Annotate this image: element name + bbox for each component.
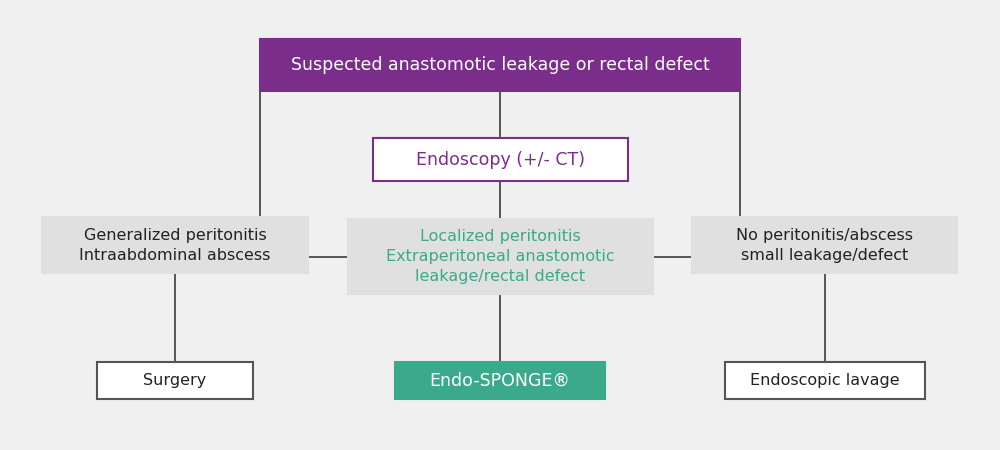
- Text: Suspected anastomotic leakage or rectal defect: Suspected anastomotic leakage or rectal …: [291, 56, 709, 74]
- FancyBboxPatch shape: [42, 217, 308, 273]
- Text: Endoscopic lavage: Endoscopic lavage: [750, 373, 900, 388]
- Text: Surgery: Surgery: [143, 373, 207, 388]
- FancyBboxPatch shape: [395, 362, 605, 399]
- FancyBboxPatch shape: [692, 217, 957, 273]
- Text: No peritonitis/abscess
small leakage/defect: No peritonitis/abscess small leakage/def…: [736, 228, 914, 263]
- Text: Localized peritonitis
Extraperitoneal anastomotic
leakage/rectal defect: Localized peritonitis Extraperitoneal an…: [386, 229, 614, 284]
- Text: Endoscopy (+/- CT): Endoscopy (+/- CT): [416, 151, 584, 169]
- Text: Generalized peritonitis
Intraabdominal abscess: Generalized peritonitis Intraabdominal a…: [79, 228, 271, 263]
- FancyBboxPatch shape: [260, 40, 740, 91]
- FancyBboxPatch shape: [348, 220, 653, 294]
- FancyBboxPatch shape: [725, 362, 925, 399]
- FancyBboxPatch shape: [372, 139, 628, 181]
- FancyBboxPatch shape: [97, 362, 252, 399]
- Text: Endo-SPONGE®: Endo-SPONGE®: [430, 371, 570, 389]
